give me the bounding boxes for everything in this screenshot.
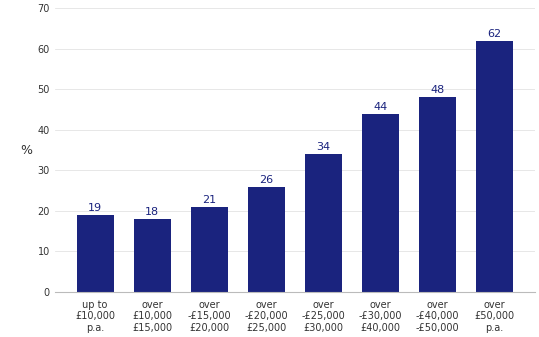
Text: 34: 34 <box>316 142 330 152</box>
Bar <box>476 40 513 292</box>
Bar <box>77 215 114 292</box>
Bar <box>362 114 399 292</box>
Bar <box>191 207 227 292</box>
Text: 62: 62 <box>487 29 501 38</box>
Text: 18: 18 <box>145 207 159 217</box>
Text: 21: 21 <box>202 195 216 205</box>
Text: 44: 44 <box>373 101 388 112</box>
Bar <box>305 154 342 292</box>
Text: 19: 19 <box>88 203 102 213</box>
Text: 48: 48 <box>430 85 445 95</box>
Bar <box>419 97 456 292</box>
Bar <box>134 219 171 292</box>
Text: 26: 26 <box>259 175 273 185</box>
Bar <box>248 187 285 292</box>
Y-axis label: %: % <box>20 144 32 157</box>
